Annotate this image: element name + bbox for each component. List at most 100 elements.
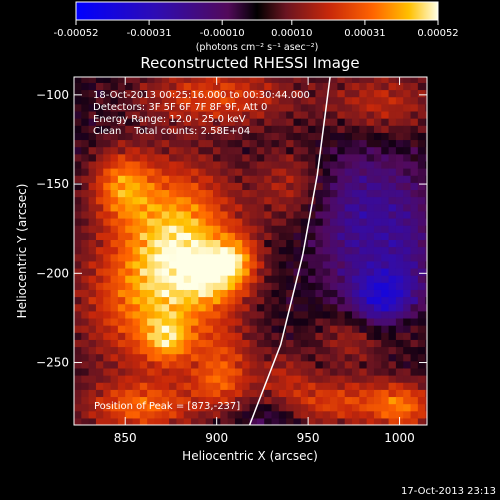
heatmap-cell (381, 118, 390, 126)
heatmap-cell (88, 146, 97, 155)
heatmap-cell (359, 367, 368, 376)
heatmap-cell (417, 253, 426, 262)
heatmap-cell (373, 146, 382, 155)
heatmap-cells (74, 77, 427, 425)
heatmap-cell (322, 189, 331, 198)
heatmap-cell (381, 253, 390, 262)
heatmap-cell (147, 317, 156, 326)
heatmap-cell (183, 132, 192, 141)
heatmap-cell (125, 339, 134, 348)
heatmap-cell (183, 353, 192, 362)
heatmap-cell (161, 225, 170, 233)
heatmap-cell (154, 267, 163, 276)
x-tick-label: 850 (114, 431, 137, 445)
heatmap-cell (308, 168, 317, 176)
heatmap-cell (373, 182, 382, 191)
heatmap-cell (286, 339, 295, 348)
heatmap-cell (132, 160, 141, 169)
heatmap-cell (125, 239, 134, 248)
heatmap-cell (308, 396, 317, 405)
heatmap-cell (308, 96, 317, 105)
heatmap-cell (220, 125, 229, 133)
heatmap-cell (322, 410, 331, 419)
heatmap-cell (161, 382, 170, 390)
heatmap-cell (110, 382, 119, 390)
heatmap-cell (388, 289, 397, 298)
heatmap-cell (322, 132, 331, 141)
heatmap-cell (388, 246, 397, 255)
heatmap-cell (161, 389, 170, 398)
heatmap-cell (147, 246, 156, 255)
heatmap-cell (417, 77, 426, 83)
heatmap-cell (176, 246, 185, 255)
heatmap-cell (300, 353, 309, 362)
heatmap-cell (154, 289, 163, 298)
heatmap-cell (169, 175, 178, 183)
heatmap-cell (417, 160, 426, 169)
heatmap-cell (264, 417, 273, 425)
heatmap-cell (117, 160, 126, 169)
heatmap-cell (74, 153, 82, 162)
heatmap-cell (95, 260, 104, 269)
heatmap-cell (249, 303, 258, 312)
heatmap-cell (271, 189, 280, 198)
heatmap-cell (249, 346, 258, 355)
heatmap-cell (352, 168, 360, 176)
heatmap-cell (234, 267, 243, 276)
heatmap-cell (95, 77, 104, 83)
heatmap-cell (176, 182, 185, 191)
heatmap-cell (359, 82, 368, 91)
heatmap-cell (191, 118, 199, 126)
heatmap-cell (315, 325, 324, 333)
heatmap-cell (256, 132, 265, 141)
heatmap-cell (410, 282, 419, 290)
heatmap-cell (117, 267, 126, 276)
heatmap-cell (125, 382, 134, 390)
heatmap-cell (373, 282, 382, 290)
heatmap-cell (132, 196, 141, 205)
heatmap-cell (95, 110, 104, 119)
heatmap-cell (315, 253, 324, 262)
heatmap-cell (147, 325, 156, 333)
heatmap-cell (249, 310, 258, 319)
heatmap-cell (183, 182, 192, 191)
heatmap-cell (264, 168, 273, 176)
heatmap-cell (308, 225, 317, 233)
heatmap-cell (139, 175, 148, 183)
heatmap-cell (117, 210, 126, 219)
heatmap-cell (352, 289, 360, 298)
heatmap-cell (183, 310, 192, 319)
heatmap-cell (366, 239, 375, 248)
heatmap-cell (264, 246, 273, 255)
heatmap-cell (359, 160, 368, 169)
heatmap-cell (169, 403, 178, 412)
heatmap-cell (220, 196, 229, 205)
heatmap-cell (271, 125, 280, 133)
heatmap-cell (278, 203, 287, 212)
heatmap-cell (154, 282, 163, 290)
heatmap-cell (344, 375, 353, 383)
heatmap-cell (103, 175, 112, 183)
heatmap-cell (169, 182, 178, 191)
heatmap-cell (308, 89, 317, 98)
heatmap-cell (88, 153, 97, 162)
x-tick-label: 950 (297, 431, 320, 445)
heatmap-cell (74, 168, 82, 176)
heatmap-cell (403, 325, 412, 333)
heatmap-cell (132, 96, 141, 105)
heatmap-cell (242, 267, 251, 276)
heatmap-cell (95, 182, 104, 191)
heatmap-cell (395, 110, 404, 119)
heatmap-cell (293, 332, 302, 340)
heatmap-cell (169, 389, 178, 398)
heatmap-cell (132, 296, 141, 305)
heatmap-cell (176, 360, 185, 369)
heatmap-cell (403, 353, 412, 362)
heatmap-cell (213, 267, 221, 276)
heatmap-cell (198, 175, 207, 183)
heatmap-cell (110, 118, 119, 126)
heatmap-cell (95, 367, 104, 376)
heatmap-cell (417, 303, 426, 312)
heatmap-cell (183, 339, 192, 348)
heatmap-cell (410, 175, 419, 183)
